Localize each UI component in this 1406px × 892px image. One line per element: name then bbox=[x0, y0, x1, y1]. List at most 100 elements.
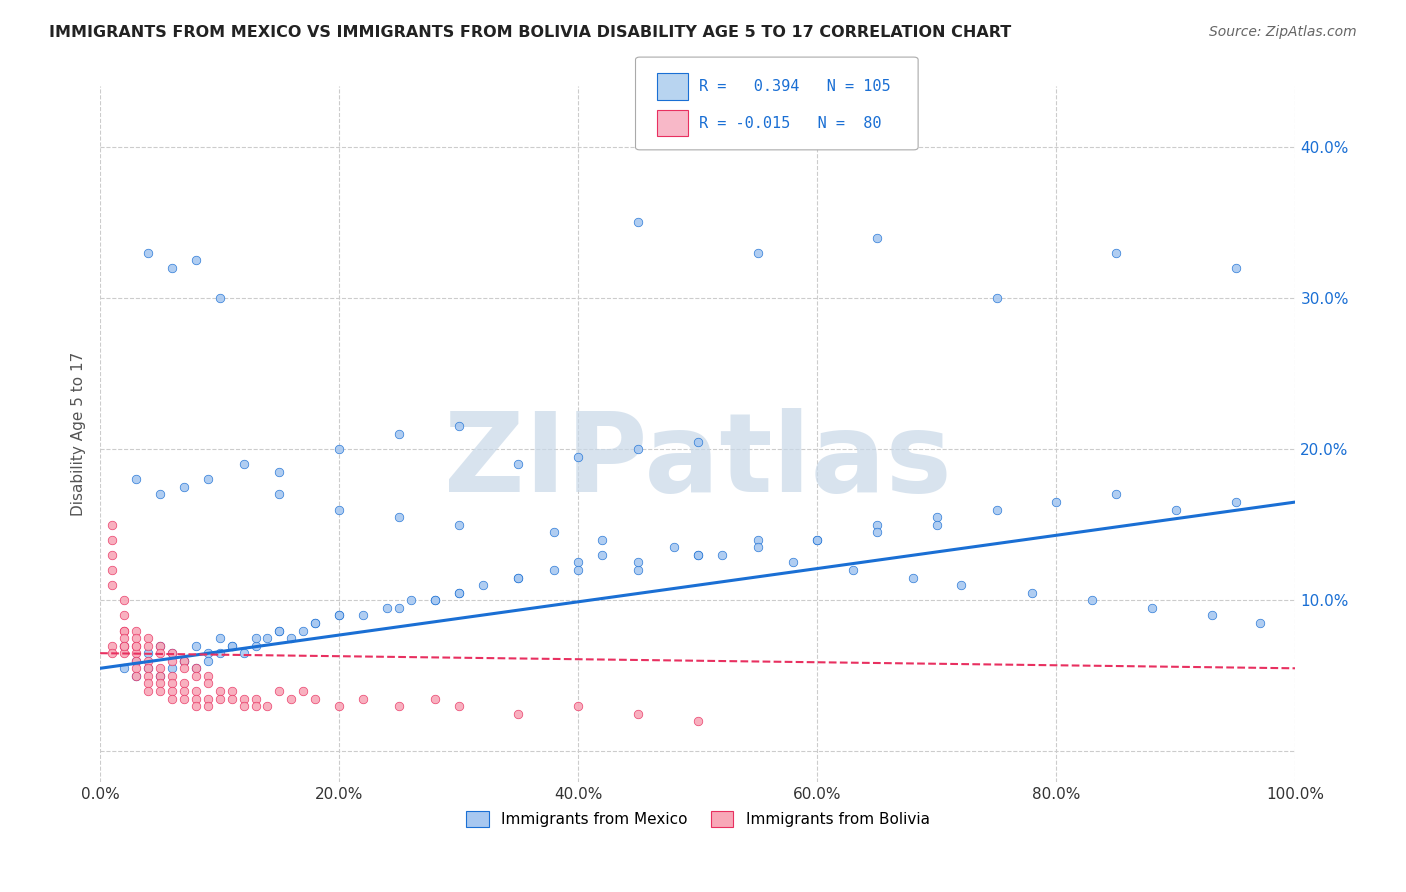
Point bbox=[842, 563, 865, 577]
Point bbox=[627, 215, 650, 229]
Point bbox=[1225, 260, 1247, 275]
Point bbox=[328, 502, 350, 516]
Text: R = -0.015   N =  80: R = -0.015 N = 80 bbox=[699, 116, 882, 130]
Point bbox=[184, 661, 207, 675]
Point bbox=[388, 510, 411, 524]
Point bbox=[184, 661, 207, 675]
Point bbox=[292, 624, 315, 638]
Point bbox=[806, 533, 828, 547]
Point bbox=[986, 291, 1008, 305]
Point bbox=[747, 245, 769, 260]
Point bbox=[269, 624, 291, 638]
Text: ZIPatlas: ZIPatlas bbox=[444, 409, 952, 516]
Point bbox=[149, 669, 172, 683]
Point bbox=[136, 684, 159, 698]
Point bbox=[112, 624, 135, 638]
Point bbox=[245, 699, 267, 714]
Point bbox=[232, 646, 254, 660]
Point bbox=[1140, 600, 1163, 615]
Point bbox=[149, 639, 172, 653]
Point bbox=[328, 699, 350, 714]
Point bbox=[221, 639, 243, 653]
Point bbox=[245, 691, 267, 706]
Point bbox=[567, 699, 589, 714]
Point bbox=[184, 684, 207, 698]
Point bbox=[328, 608, 350, 623]
Point bbox=[627, 563, 650, 577]
Point bbox=[280, 631, 302, 645]
Point bbox=[136, 631, 159, 645]
Point bbox=[388, 699, 411, 714]
Point bbox=[1081, 593, 1104, 607]
Point bbox=[184, 669, 207, 683]
Point bbox=[149, 639, 172, 653]
Point bbox=[662, 541, 685, 555]
Point bbox=[352, 691, 374, 706]
Point bbox=[125, 631, 148, 645]
Point bbox=[269, 684, 291, 698]
Point bbox=[208, 646, 231, 660]
Point bbox=[806, 533, 828, 547]
Point bbox=[160, 646, 183, 660]
Point bbox=[160, 684, 183, 698]
Text: IMMIGRANTS FROM MEXICO VS IMMIGRANTS FROM BOLIVIA DISABILITY AGE 5 TO 17 CORRELA: IMMIGRANTS FROM MEXICO VS IMMIGRANTS FRO… bbox=[49, 25, 1011, 40]
Point bbox=[567, 556, 589, 570]
Point bbox=[208, 631, 231, 645]
Point bbox=[136, 646, 159, 660]
Point bbox=[1045, 495, 1067, 509]
Point bbox=[125, 669, 148, 683]
Point bbox=[423, 593, 446, 607]
Point bbox=[686, 434, 709, 449]
Point bbox=[269, 624, 291, 638]
Point bbox=[160, 654, 183, 668]
Point bbox=[112, 661, 135, 675]
Point bbox=[208, 291, 231, 305]
Point bbox=[423, 593, 446, 607]
Point bbox=[197, 654, 219, 668]
Text: R =   0.394   N = 105: R = 0.394 N = 105 bbox=[699, 79, 890, 94]
Point bbox=[304, 615, 326, 630]
Point bbox=[160, 669, 183, 683]
Point bbox=[543, 525, 565, 540]
Point bbox=[125, 639, 148, 653]
Point bbox=[508, 706, 530, 721]
Point bbox=[208, 691, 231, 706]
Point bbox=[136, 676, 159, 690]
Point bbox=[136, 654, 159, 668]
Y-axis label: Disability Age 5 to 17: Disability Age 5 to 17 bbox=[72, 351, 86, 516]
Point bbox=[149, 661, 172, 675]
Point bbox=[352, 608, 374, 623]
Point bbox=[197, 646, 219, 660]
Point bbox=[423, 691, 446, 706]
Point bbox=[269, 465, 291, 479]
Point bbox=[136, 661, 159, 675]
Point bbox=[101, 578, 124, 592]
Point bbox=[125, 661, 148, 675]
Point bbox=[245, 639, 267, 653]
Point bbox=[328, 608, 350, 623]
Point bbox=[184, 691, 207, 706]
Point bbox=[136, 639, 159, 653]
Point bbox=[221, 639, 243, 653]
Point bbox=[447, 517, 470, 532]
Point bbox=[747, 541, 769, 555]
Point bbox=[627, 556, 650, 570]
Point bbox=[101, 646, 124, 660]
Point bbox=[508, 571, 530, 585]
Point bbox=[208, 684, 231, 698]
Point bbox=[543, 563, 565, 577]
Point bbox=[160, 676, 183, 690]
Point bbox=[567, 450, 589, 464]
Point bbox=[986, 502, 1008, 516]
Point bbox=[221, 691, 243, 706]
Point bbox=[197, 699, 219, 714]
Point bbox=[447, 585, 470, 599]
Point bbox=[160, 646, 183, 660]
Point bbox=[1105, 245, 1128, 260]
Point bbox=[197, 669, 219, 683]
Point bbox=[1164, 502, 1187, 516]
Point bbox=[101, 563, 124, 577]
Point bbox=[112, 639, 135, 653]
Point bbox=[269, 487, 291, 501]
Point bbox=[197, 472, 219, 486]
